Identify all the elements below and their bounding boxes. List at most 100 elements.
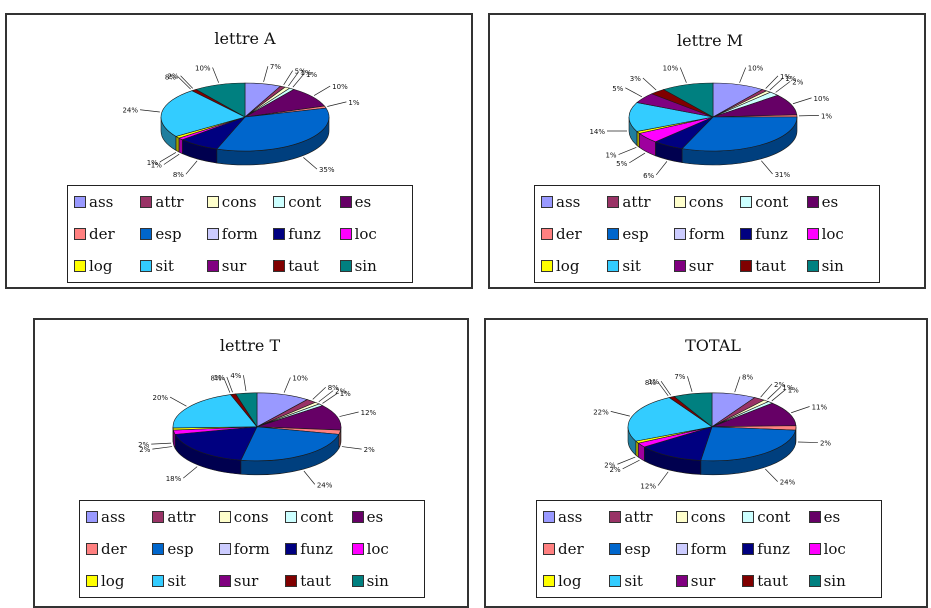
legend-label: cont (757, 508, 790, 526)
legend-item-cont: cont (273, 193, 339, 211)
legend-item-ass: ass (86, 508, 152, 526)
leader-line (264, 66, 268, 82)
pie-chart: 7%5%1%1%10%1%35%8%1%1%24%8%2%10% (7, 15, 475, 185)
data-label: 11% (812, 403, 828, 411)
legend-label: loc (367, 540, 389, 558)
legend-label: log (101, 572, 124, 590)
legend-item-sit: sit (607, 257, 673, 275)
data-label: 22% (593, 408, 609, 416)
legend-label: taut (757, 572, 788, 590)
leader-line (164, 154, 179, 164)
legend-label: es (367, 508, 384, 526)
data-label: 1% (306, 71, 317, 79)
legend-swatch (285, 575, 297, 587)
data-label: 5% (612, 85, 623, 93)
legend-label: esp (155, 225, 181, 243)
leader-line (643, 78, 656, 90)
legend-label: attr (622, 193, 650, 211)
legend-label: funz (288, 225, 321, 243)
leader-line (178, 77, 191, 89)
legend-label: ass (556, 193, 580, 211)
data-label: 4% (230, 372, 241, 380)
legend-item-cont: cont (285, 508, 351, 526)
legend-item-sin: sin (807, 257, 873, 275)
legend-label: funz (757, 540, 790, 558)
leader-line (342, 447, 362, 450)
legend-label: cont (300, 508, 333, 526)
legend-swatch (86, 575, 98, 587)
legend-label: sit (624, 572, 643, 590)
leader-line (327, 102, 346, 107)
legend-label: loc (822, 225, 844, 243)
leader-line (625, 88, 642, 97)
legend-item-sur: sur (207, 257, 273, 275)
legend-label: ass (101, 508, 125, 526)
leader-line (761, 161, 772, 174)
legend-swatch (541, 228, 553, 240)
leader-line (658, 472, 668, 486)
leader-line (314, 86, 330, 96)
legend-swatch (674, 228, 686, 240)
legend-swatch (609, 543, 621, 555)
leader-line (680, 68, 686, 83)
legend-swatch (352, 511, 364, 523)
pie-slice-side-loc (179, 138, 182, 154)
data-label: 5% (616, 160, 627, 168)
legend-label: sur (691, 572, 716, 590)
data-label: 14% (589, 128, 605, 136)
pie-chart: 10%1%1%2%10%1%31%6%5%1%14%5%3%10% (490, 15, 928, 185)
data-label: 20% (152, 394, 168, 402)
legend-label: der (556, 225, 582, 243)
leader-line (339, 412, 358, 417)
data-label: 2% (604, 461, 615, 469)
leader-line (656, 161, 667, 175)
legend-label: sin (822, 257, 844, 275)
legend-swatch (607, 228, 619, 240)
data-label: 7% (270, 63, 281, 71)
leader-line (687, 376, 692, 392)
legend-item-ass: ass (543, 508, 609, 526)
leader-line (288, 72, 298, 86)
leader-line (799, 115, 819, 116)
legend-swatch (273, 260, 285, 272)
legend-label: loc (824, 540, 846, 558)
leader-line (140, 110, 160, 112)
legend-label: es (355, 193, 372, 211)
legend-item-sur: sur (674, 257, 740, 275)
data-label: 1% (788, 386, 799, 394)
legend-item-esp: esp (607, 225, 673, 243)
leader-line (766, 76, 778, 89)
legend-label: esp (622, 225, 648, 243)
legend-label: sit (167, 572, 186, 590)
legend-item-sur: sur (219, 572, 285, 590)
legend-label: cons (691, 508, 726, 526)
leader-line (170, 397, 186, 406)
legend-label: cons (689, 193, 724, 211)
leader-line (761, 384, 772, 397)
legend-swatch (543, 575, 555, 587)
data-label: 24% (122, 107, 138, 115)
leader-line (284, 71, 293, 85)
leader-line (243, 375, 246, 391)
legend-swatch (674, 196, 686, 208)
legend-item-cons: cons (674, 193, 740, 211)
data-label: 12% (361, 409, 377, 417)
legend-item-ass: ass (541, 193, 607, 211)
legend-label: log (556, 257, 579, 275)
legend-swatch (609, 511, 621, 523)
leader-line (213, 67, 219, 82)
legend-swatch (807, 228, 819, 240)
pie-slice-side-log (636, 441, 639, 457)
legend-label: form (234, 540, 270, 558)
data-label: 1% (348, 99, 359, 107)
data-label: 2% (167, 73, 178, 81)
legend-swatch (152, 511, 164, 523)
leader-line (181, 76, 193, 89)
legend-swatch (676, 543, 688, 555)
legend-swatch (140, 260, 152, 272)
legend-item-form: form (676, 540, 742, 558)
data-label: 1% (648, 378, 659, 386)
legend-swatch (740, 260, 752, 272)
legend-swatch (543, 511, 555, 523)
